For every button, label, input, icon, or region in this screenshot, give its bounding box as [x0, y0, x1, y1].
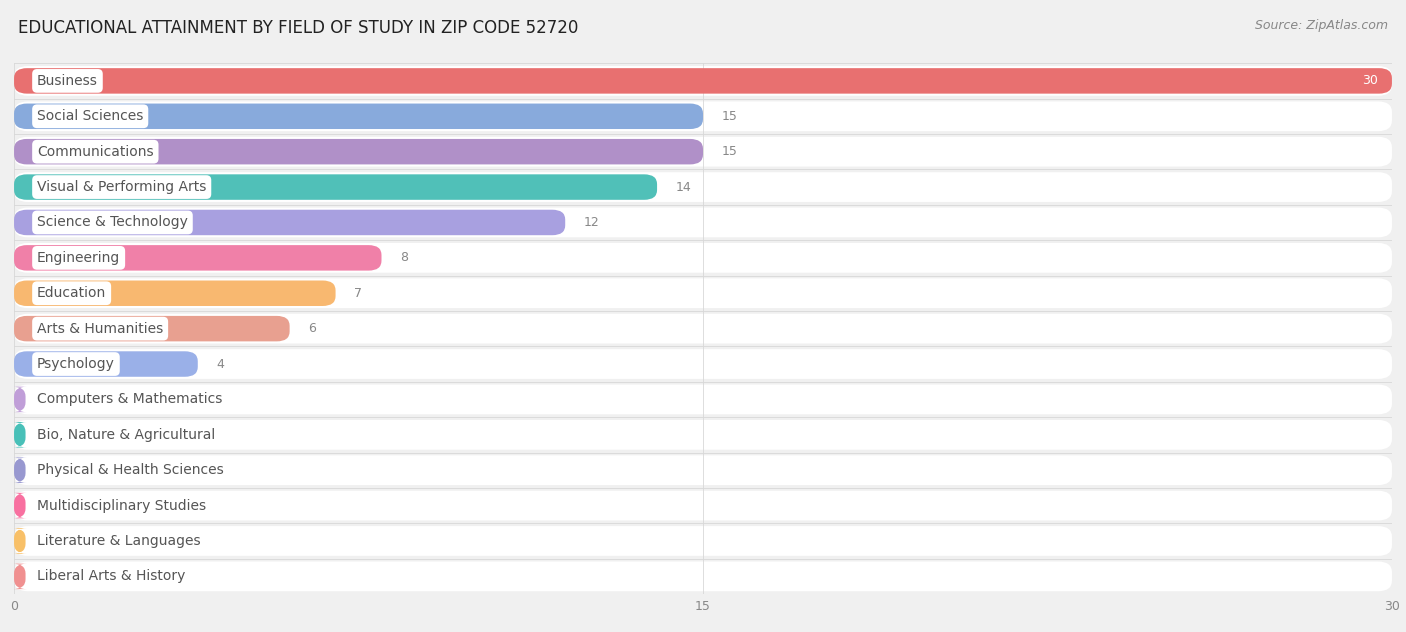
Text: Communications: Communications — [37, 145, 153, 159]
Text: EDUCATIONAL ATTAINMENT BY FIELD OF STUDY IN ZIP CODE 52720: EDUCATIONAL ATTAINMENT BY FIELD OF STUDY… — [18, 19, 579, 37]
Text: Physical & Health Sciences: Physical & Health Sciences — [37, 463, 224, 477]
Text: Arts & Humanities: Arts & Humanities — [37, 322, 163, 336]
Text: Computers & Mathematics: Computers & Mathematics — [37, 392, 222, 406]
Text: 6: 6 — [308, 322, 316, 335]
FancyBboxPatch shape — [14, 316, 290, 341]
FancyBboxPatch shape — [14, 313, 1392, 344]
Text: Multidisciplinary Studies: Multidisciplinary Studies — [37, 499, 207, 513]
Text: 0: 0 — [44, 499, 52, 512]
Text: Business: Business — [37, 74, 98, 88]
FancyBboxPatch shape — [14, 137, 1392, 167]
Text: Psychology: Psychology — [37, 357, 115, 371]
Text: 12: 12 — [583, 216, 599, 229]
FancyBboxPatch shape — [14, 281, 336, 306]
FancyBboxPatch shape — [14, 243, 1392, 273]
Text: Liberal Arts & History: Liberal Arts & History — [37, 569, 186, 583]
Text: 0: 0 — [44, 570, 52, 583]
Text: Visual & Performing Arts: Visual & Performing Arts — [37, 180, 207, 194]
Text: Literature & Languages: Literature & Languages — [37, 534, 201, 548]
FancyBboxPatch shape — [14, 174, 657, 200]
Text: 15: 15 — [721, 110, 737, 123]
Text: 15: 15 — [721, 145, 737, 158]
FancyBboxPatch shape — [14, 172, 1392, 202]
Text: 30: 30 — [1362, 75, 1378, 87]
Text: 0: 0 — [44, 464, 52, 477]
Text: 4: 4 — [217, 358, 224, 370]
FancyBboxPatch shape — [14, 68, 1392, 94]
Text: Source: ZipAtlas.com: Source: ZipAtlas.com — [1254, 19, 1388, 32]
FancyBboxPatch shape — [13, 458, 27, 483]
Text: 8: 8 — [399, 252, 408, 264]
FancyBboxPatch shape — [13, 422, 27, 447]
FancyBboxPatch shape — [13, 493, 27, 518]
FancyBboxPatch shape — [14, 207, 1392, 238]
Text: Social Sciences: Social Sciences — [37, 109, 143, 123]
FancyBboxPatch shape — [14, 104, 703, 129]
Text: Science & Technology: Science & Technology — [37, 216, 188, 229]
FancyBboxPatch shape — [13, 528, 27, 554]
FancyBboxPatch shape — [14, 384, 1392, 415]
FancyBboxPatch shape — [14, 278, 1392, 308]
FancyBboxPatch shape — [14, 490, 1392, 521]
FancyBboxPatch shape — [14, 420, 1392, 450]
FancyBboxPatch shape — [14, 526, 1392, 556]
Text: Education: Education — [37, 286, 107, 300]
FancyBboxPatch shape — [14, 66, 1392, 96]
FancyBboxPatch shape — [14, 349, 1392, 379]
Text: 0: 0 — [44, 393, 52, 406]
FancyBboxPatch shape — [14, 561, 1392, 592]
FancyBboxPatch shape — [14, 139, 703, 164]
Text: 7: 7 — [354, 287, 361, 300]
FancyBboxPatch shape — [14, 210, 565, 235]
Text: 14: 14 — [675, 181, 692, 193]
FancyBboxPatch shape — [14, 455, 1392, 485]
FancyBboxPatch shape — [14, 101, 1392, 131]
FancyBboxPatch shape — [14, 245, 381, 270]
FancyBboxPatch shape — [13, 564, 27, 589]
FancyBboxPatch shape — [14, 351, 198, 377]
Text: 0: 0 — [44, 535, 52, 547]
FancyBboxPatch shape — [13, 387, 27, 412]
Text: Engineering: Engineering — [37, 251, 121, 265]
Text: 0: 0 — [44, 428, 52, 441]
Text: Bio, Nature & Agricultural: Bio, Nature & Agricultural — [37, 428, 215, 442]
